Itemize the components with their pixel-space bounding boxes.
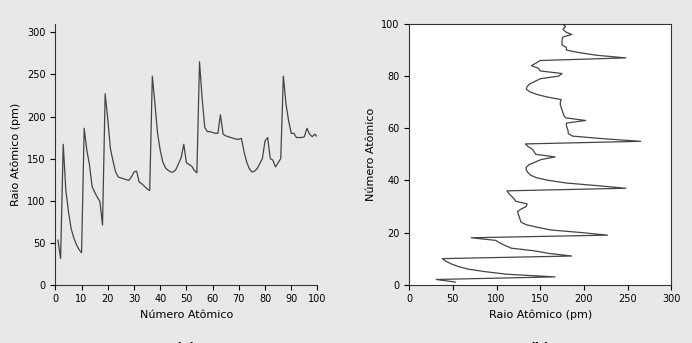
Text: (b): (b) — [530, 342, 551, 343]
X-axis label: Número Atômico: Número Atômico — [140, 310, 233, 320]
X-axis label: Raio Atômico (pm): Raio Atômico (pm) — [489, 310, 592, 320]
Y-axis label: Número Atômico: Número Atômico — [365, 108, 376, 201]
Text: (a): (a) — [176, 342, 197, 343]
Y-axis label: Raio Atômico (pm): Raio Atômico (pm) — [11, 103, 21, 206]
